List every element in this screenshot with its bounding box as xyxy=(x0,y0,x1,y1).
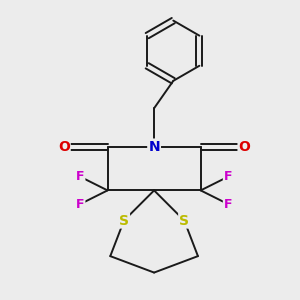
Text: N: N xyxy=(148,140,160,154)
Text: F: F xyxy=(224,170,232,183)
Text: O: O xyxy=(238,140,250,154)
Text: S: S xyxy=(179,214,189,227)
Text: F: F xyxy=(76,198,84,211)
Text: F: F xyxy=(76,170,84,183)
Text: F: F xyxy=(224,198,232,211)
Text: O: O xyxy=(58,140,70,154)
Text: S: S xyxy=(119,214,129,227)
